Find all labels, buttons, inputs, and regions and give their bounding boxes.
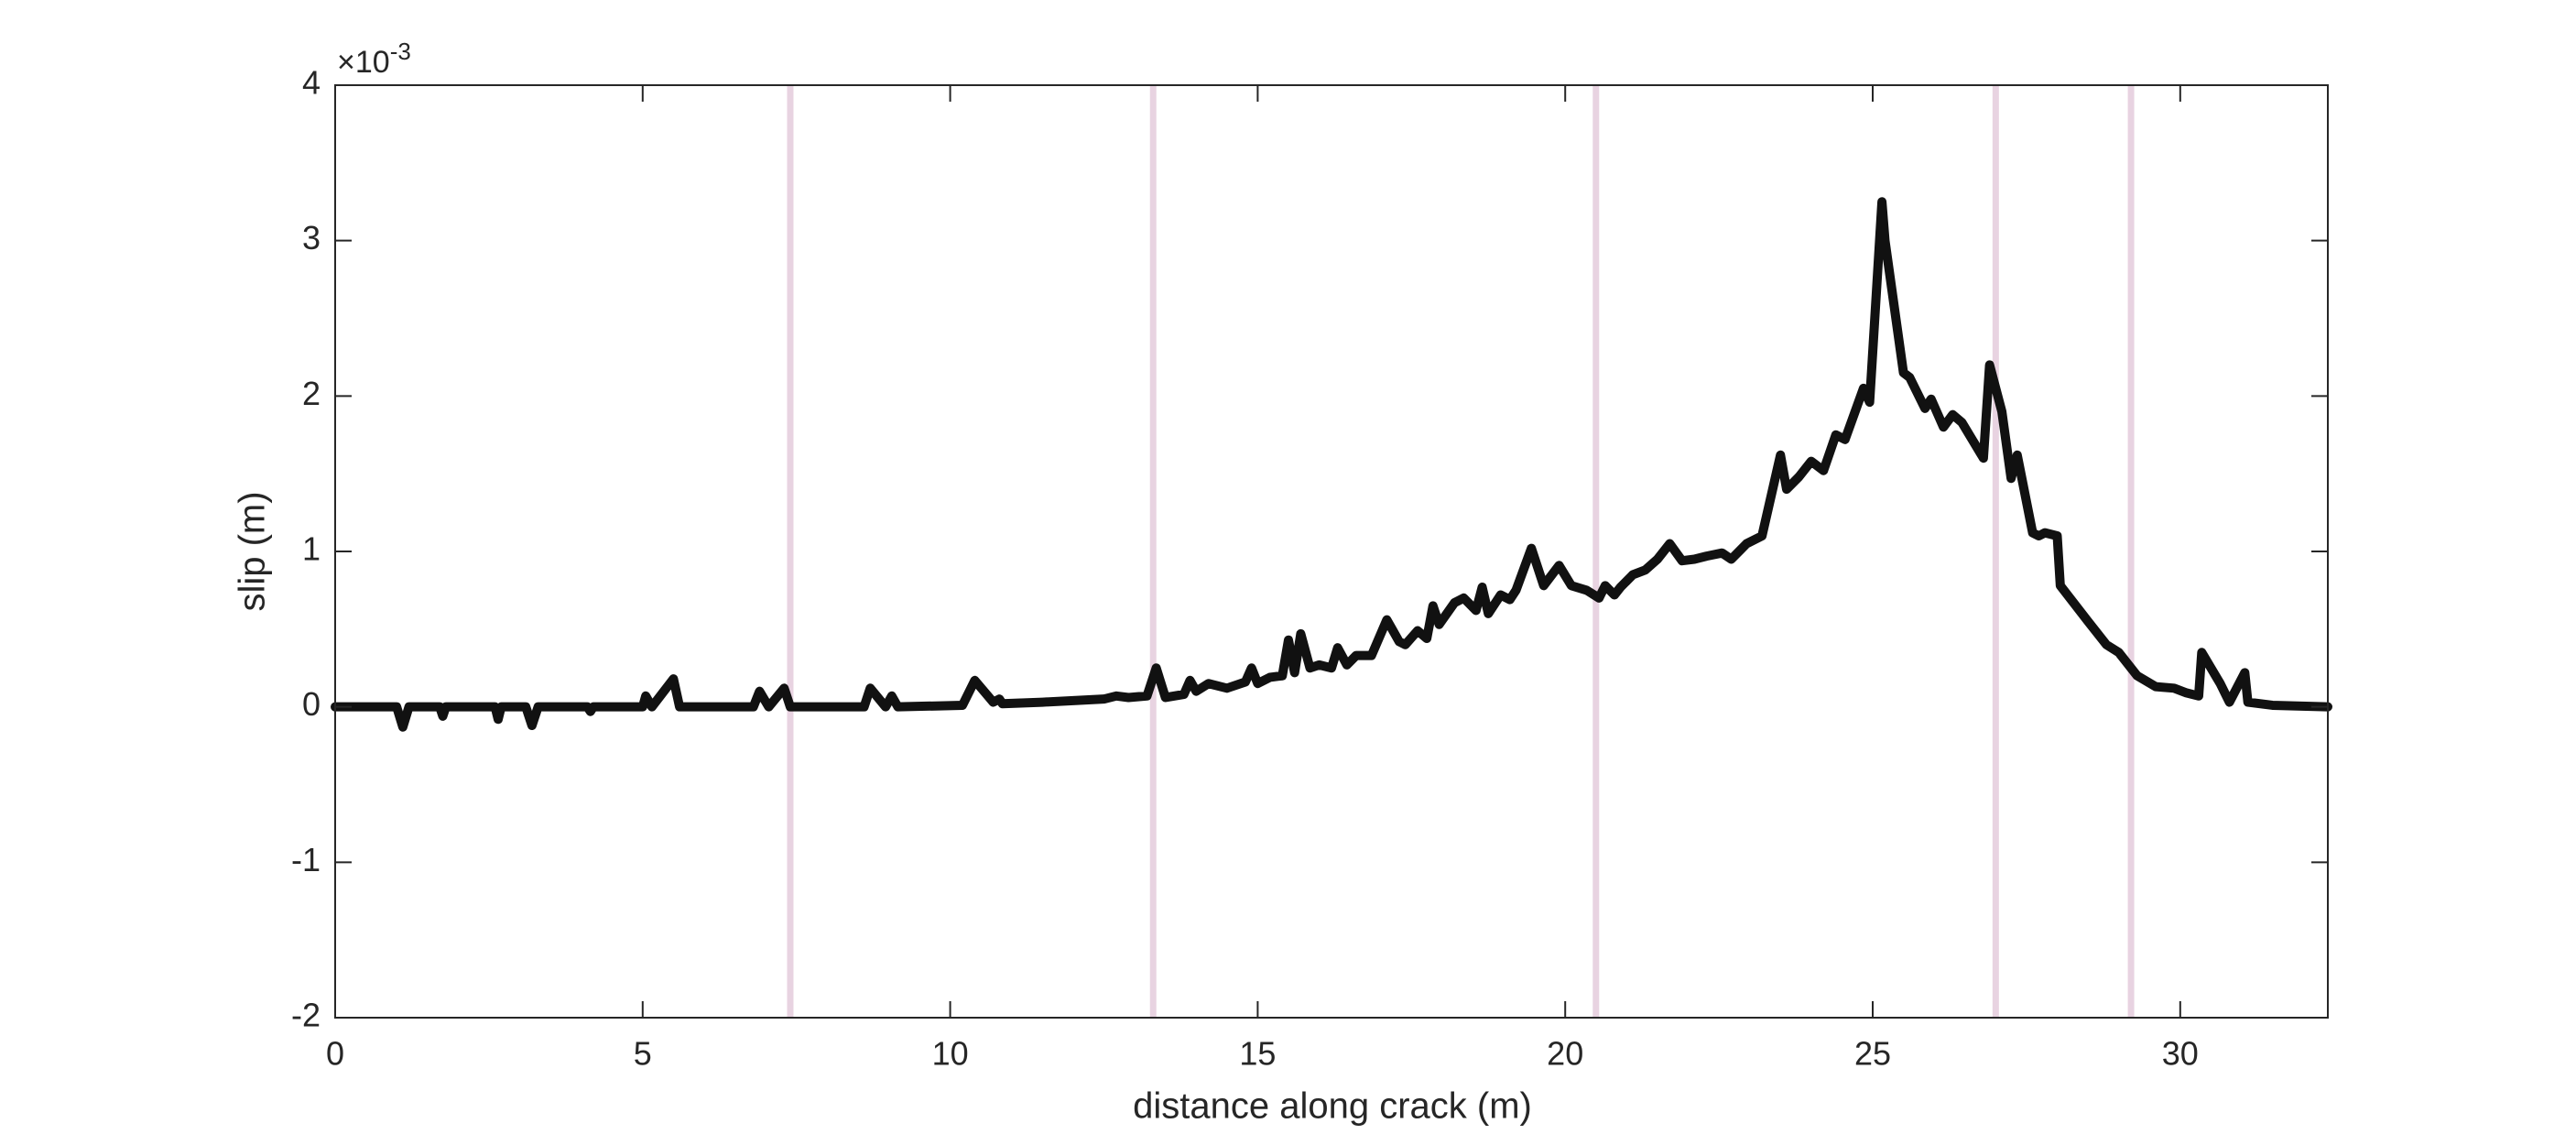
y-multiplier-base: ×10 [337, 45, 390, 80]
x-tick-label: 10 [932, 1035, 969, 1073]
x-tick-label: 15 [1239, 1035, 1276, 1073]
y-multiplier-exponent: -3 [390, 38, 411, 65]
x-tick-label: 20 [1547, 1035, 1583, 1073]
y-tick-label: 4 [302, 64, 321, 102]
plot-frame [334, 84, 2329, 1019]
y-tick-label: 1 [302, 530, 321, 568]
y-tick-label: 0 [302, 685, 321, 723]
y-axis-label: slip (m) [233, 491, 273, 611]
y-tick-label: 3 [302, 219, 321, 256]
y-tick-label: -1 [291, 841, 321, 878]
y-multiplier: ×10-3 [337, 38, 411, 80]
x-tick-label: 30 [2162, 1035, 2199, 1073]
y-tick-label: 2 [302, 375, 321, 412]
data-line [331, 197, 2332, 732]
x-tick-label: 25 [1854, 1035, 1891, 1073]
y-tick-label: -2 [291, 997, 321, 1034]
x-tick-label: 0 [326, 1035, 344, 1073]
x-tick-label: 5 [634, 1035, 652, 1073]
x-axis-label: distance along crack (m) [1133, 1086, 1532, 1127]
